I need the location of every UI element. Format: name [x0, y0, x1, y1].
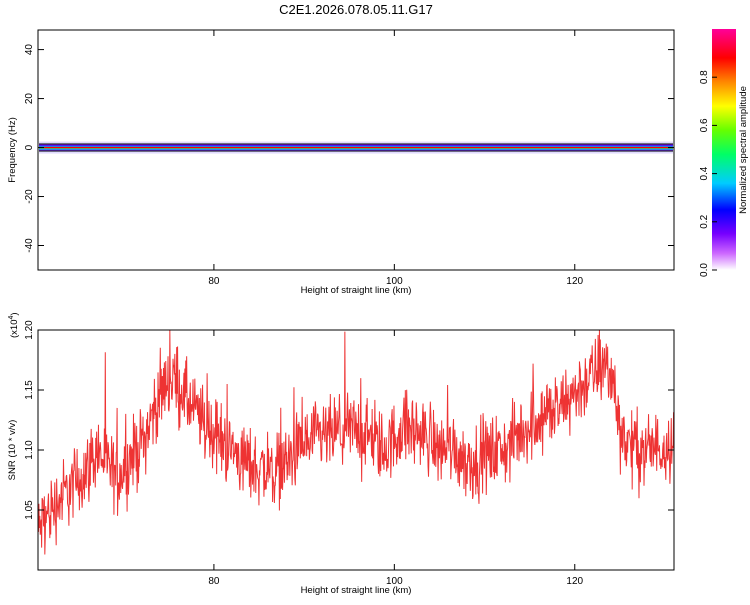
colorbar-tick-label: 0.4 — [699, 166, 710, 180]
snr-xlabel: Height of straight line (km) — [301, 585, 412, 596]
spectrogram-plot-frame — [37, 29, 675, 271]
snr-ytick-label: 1.05 — [24, 500, 35, 520]
spectrogram-xlabel: Height of straight line (km) — [301, 285, 412, 296]
snr-panel: 80 100 120 1.05 1.10 1.15 1.20 Height of strai… — [7, 312, 675, 596]
colorbar-tick-label: 0.8 — [699, 70, 710, 84]
colorbar-gradient — [712, 29, 736, 270]
svg-text:(x104): (x104) — [8, 312, 20, 338]
snr-ytick-label: 1.10 — [24, 440, 35, 460]
spectrogram-xtick-label: 100 — [386, 276, 403, 287]
snr-xtick-label: 120 — [566, 576, 583, 587]
spectral-band — [39, 141, 673, 154]
spectrogram-ytick-label: -40 — [24, 238, 35, 253]
snr-ylabel: SNR (10 * v/v) — [7, 420, 18, 481]
spectrogram-ytick-label: 20 — [24, 93, 35, 105]
scale-exponent: 4 — [8, 316, 15, 320]
snr-ytick-label: 1.15 — [24, 380, 35, 400]
spectrogram-panel: 80 100 120 40 20 0 -20 -40 Height of straight l… — [7, 29, 675, 296]
snr-scale-factor: (x104) — [8, 312, 20, 338]
snr-xtick-label: 80 — [208, 576, 220, 587]
colorbar-tick-label: 0.2 — [699, 214, 710, 228]
spectrogram-xtick-label: 80 — [208, 276, 220, 287]
scale-prefix: (x10 — [9, 320, 20, 338]
spectrogram-ytick-label: -20 — [24, 189, 35, 204]
snr-series-line — [37, 329, 675, 555]
colorbar: 0.0 0.2 0.4 0.6 0.8 Normalized spectral ampl… — [699, 29, 749, 277]
spectrogram-xtick-label: 120 — [566, 276, 583, 287]
colorbar-tick-label: 0.6 — [699, 118, 710, 132]
snr-ytick-label: 1.20 — [24, 320, 35, 340]
figure-title: C2E1.2026.078.05.11.G17 — [279, 2, 433, 17]
spectrogram-ylabel: Frequency (Hz) — [7, 117, 18, 182]
spectrogram-ytick-label: 40 — [24, 44, 35, 56]
snr-xtick-label: 100 — [386, 576, 403, 587]
colorbar-label: Normalized spectral amplitude — [738, 86, 749, 214]
scale-close: ) — [9, 312, 20, 315]
spectrogram-ytick-label: 0 — [24, 144, 35, 150]
colorbar-tick-label: 0.0 — [699, 263, 710, 277]
